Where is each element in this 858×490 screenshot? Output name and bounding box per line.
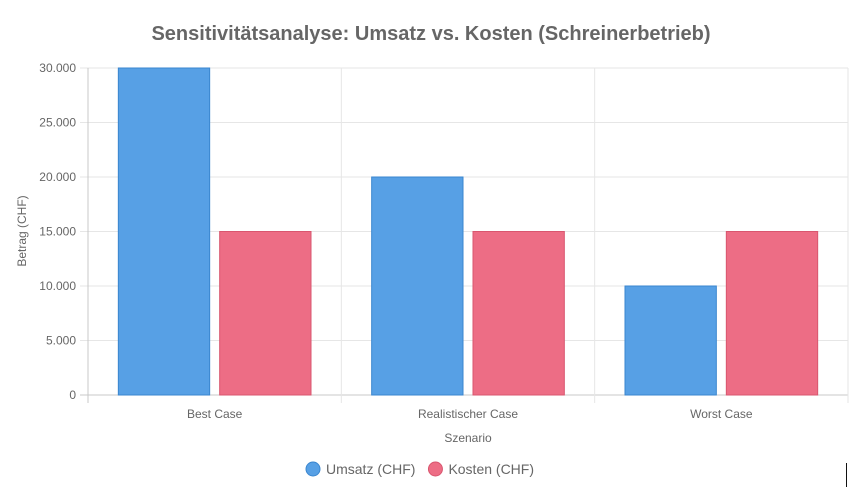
x-axis-ticks: Best Case Realistischer Case Worst Case (187, 407, 753, 421)
x-tick-label: Worst Case (690, 407, 753, 421)
bar-umsatz (371, 176, 464, 396)
legend: Umsatz (CHF) Kosten (CHF) (305, 461, 534, 477)
chart-title: Sensitivitätsanalyse: Umsatz vs. Kosten … (151, 23, 710, 45)
bar-kosten (725, 231, 819, 396)
x-tick-label: Best Case (187, 407, 243, 421)
y-tick-label: 5.000 (46, 334, 76, 348)
y-tick-label: 0 (69, 388, 76, 402)
bar-umsatz (624, 285, 717, 396)
text-cursor (846, 463, 847, 487)
x-tick-label: Realistischer Case (418, 407, 518, 421)
y-axis-label: Betrag (CHF) (15, 195, 29, 266)
y-tick-label: 20.000 (39, 170, 76, 184)
y-axis-ticks: 0 5.000 10.000 15.000 20.000 25.000 30.000 (39, 61, 76, 402)
y-tick-label: 15.000 (39, 225, 76, 239)
y-tick-label: 10.000 (39, 279, 76, 293)
y-tick-label: 30.000 (39, 61, 76, 75)
legend-label: Kosten (CHF) (448, 461, 534, 477)
x-axis-label: Szenario (444, 431, 492, 445)
legend-swatch (427, 461, 443, 477)
legend-label: Umsatz (CHF) (326, 461, 415, 477)
bar-kosten (472, 231, 565, 396)
bars (117, 67, 819, 396)
legend-swatch (305, 461, 321, 477)
y-tick-label: 25.000 (39, 116, 76, 130)
bar-umsatz (117, 67, 211, 396)
bar-kosten (219, 231, 312, 396)
